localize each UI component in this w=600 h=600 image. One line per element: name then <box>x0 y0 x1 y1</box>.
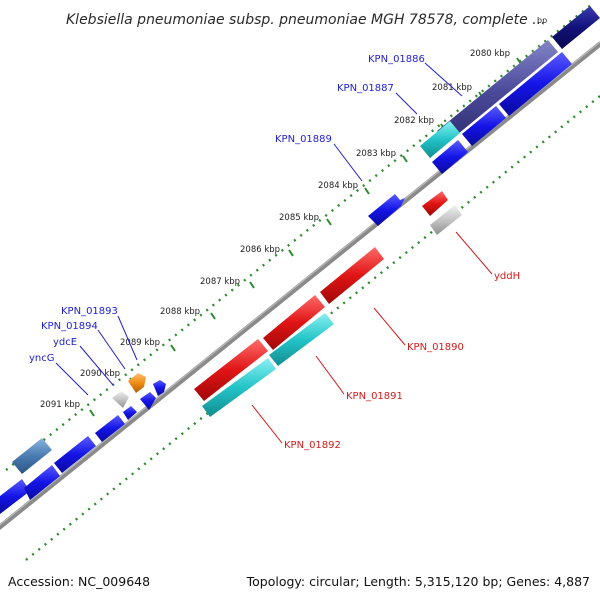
tick-label-2087: 2087 kbp <box>200 277 240 287</box>
major-tick <box>89 409 95 417</box>
major-tick <box>402 155 408 163</box>
cds-forward-kpn-01889[interactable] <box>368 194 405 226</box>
accession-text: Accession: NC_009648 <box>8 574 150 589</box>
cds-forward-tiny[interactable] <box>123 406 137 420</box>
cds-forward[interactable] <box>552 6 600 49</box>
major-ticks <box>89 57 522 417</box>
major-tick <box>364 187 370 195</box>
major-tick <box>170 344 176 352</box>
major-tick <box>288 249 294 257</box>
leader-kpn-01892 <box>251 404 283 444</box>
leader-kpn-01891 <box>315 355 345 395</box>
leader-ydce <box>79 345 114 386</box>
gene-label-yncg[interactable]: yncG <box>29 353 55 364</box>
cds-reverse[interactable] <box>432 140 468 174</box>
cds-forward-kpn-01894[interactable] <box>112 391 129 408</box>
major-tick <box>249 281 255 289</box>
reverse-strand-features <box>194 52 572 417</box>
cds-reverse-kpn-01890[interactable] <box>320 247 384 304</box>
leader-kpn-01887 <box>395 92 418 115</box>
gene-label-kpn-01889[interactable]: KPN_01889 <box>275 134 332 145</box>
outer-tick-track <box>5 3 593 471</box>
cds-forward-small[interactable] <box>153 380 166 396</box>
gene-label-yddh[interactable]: yddH <box>494 271 520 282</box>
forward-strand-features <box>0 6 600 514</box>
gene-label-kpn-01890[interactable]: KPN_01890 <box>407 342 464 353</box>
major-tick <box>326 218 332 226</box>
leader-kpn-01894 <box>97 329 126 370</box>
tick-label-2089: 2089 kbp <box>120 338 160 348</box>
tick-label-2088: 2088 kbp <box>160 307 200 317</box>
cds-forward-kpn-01886[interactable] <box>437 40 558 143</box>
genome-summary-text: Topology: circular; Length: 5,315,120 bp… <box>246 574 590 589</box>
gene-label-kpn-01886[interactable]: KPN_01886 <box>368 54 425 65</box>
cds-forward-ydce[interactable] <box>140 392 156 410</box>
tick-label-2085: 2085 kbp <box>279 213 319 223</box>
cds-reverse[interactable] <box>462 106 506 146</box>
cds-forward-steel[interactable] <box>12 438 52 474</box>
gene-label-kpn-01892[interactable]: KPN_01892 <box>284 440 341 451</box>
tick-label-2080: 2080 kbp <box>470 49 510 59</box>
gene-label-kpn-01887[interactable]: KPN_01887 <box>337 83 394 94</box>
gene-label-kpn-01891[interactable]: KPN_01891 <box>346 391 403 402</box>
tick-label-2081: 2081 kbp <box>432 83 472 93</box>
leader-kpn-01890 <box>373 307 406 346</box>
tick-label-2090: 2090 kbp <box>80 369 120 379</box>
leader-kpn-01893 <box>117 315 138 361</box>
tick-label-2086: 2086 kbp <box>240 245 280 255</box>
cds-forward-yncg[interactable] <box>95 415 125 442</box>
gene-label-ydce[interactable]: ydcE <box>53 337 77 348</box>
map-title-tail: bp <box>537 16 547 25</box>
cds-reverse-kpn-01892[interactable] <box>202 358 276 417</box>
cds-forward[interactable] <box>54 436 96 473</box>
map-title: Klebsiella pneumoniae subsp. pneumoniae … <box>66 12 546 28</box>
cds-forward-kpn-01893[interactable] <box>128 373 146 393</box>
scale-tick-labels: 2080 kbp 2081 kbp 2082 kbp 2083 kbp 2084… <box>40 49 510 410</box>
gene-labels: KPN_01886 KPN_01887 KPN_01889 KPN_01893 … <box>29 54 520 451</box>
cds-forward[interactable] <box>24 465 60 500</box>
leader-yncg <box>55 362 89 396</box>
leader-kpn-01889 <box>333 143 363 182</box>
tick-label-2082: 2082 kbp <box>394 116 434 126</box>
tick-label-2083: 2083 kbp <box>356 149 396 159</box>
cds-reverse-kpn-01890b[interactable] <box>263 295 325 350</box>
gene-label-kpn-01894[interactable]: KPN_01894 <box>41 321 98 332</box>
cds-forward-edge[interactable] <box>0 479 30 514</box>
cds-reverse-gray[interactable] <box>430 205 462 235</box>
cds-reverse-kpn-01891b[interactable] <box>269 313 334 366</box>
cds-reverse-kpn-01891[interactable] <box>194 339 268 401</box>
tick-label-2084: 2084 kbp <box>318 181 358 191</box>
cds-forward-kpn-01887[interactable] <box>420 121 460 158</box>
cds-reverse-yddh[interactable] <box>422 191 448 216</box>
tick-label-2091: 2091 kbp <box>40 400 80 410</box>
cds-reverse[interactable] <box>499 52 572 116</box>
label-leaders <box>55 62 493 444</box>
major-tick <box>210 312 216 320</box>
gene-label-kpn-01893[interactable]: KPN_01893 <box>61 306 118 317</box>
leader-kpn-01886 <box>424 62 463 97</box>
leader-yddh <box>455 231 493 275</box>
genome-backbone <box>0 41 600 530</box>
